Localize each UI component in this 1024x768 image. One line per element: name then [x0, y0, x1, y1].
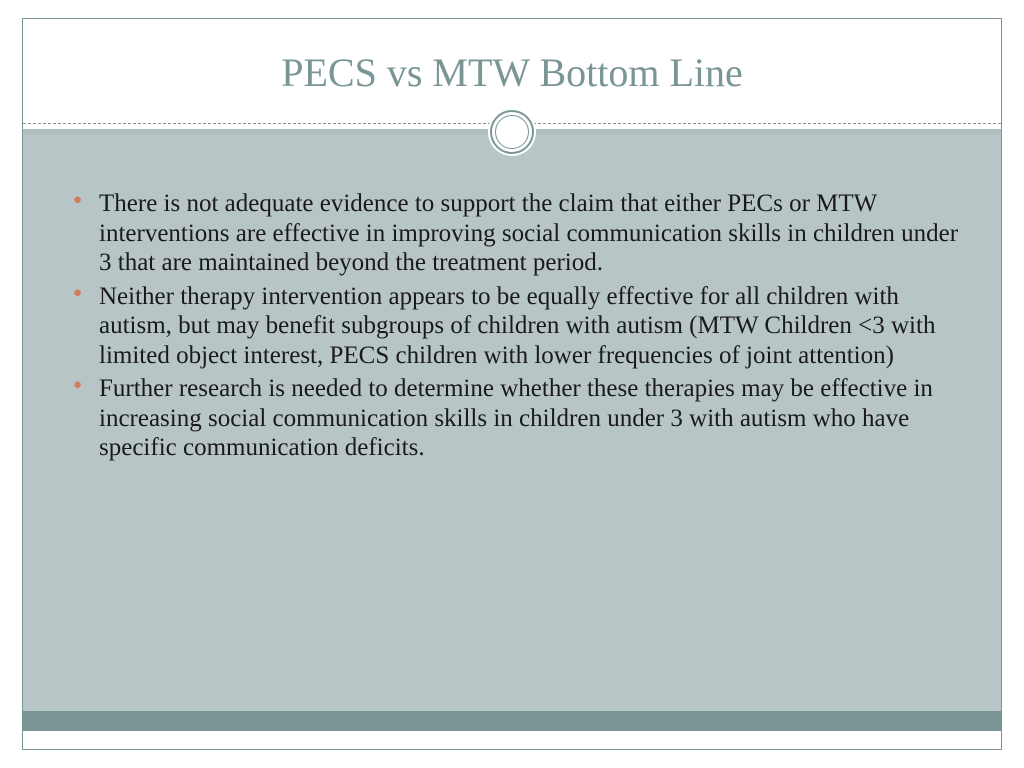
slide-body: There is not adequate evidence to suppor…	[23, 134, 1001, 731]
list-item: There is not adequate evidence to suppor…	[73, 189, 966, 278]
slide-title: PECS vs MTW Bottom Line	[23, 19, 1001, 96]
slide-header: PECS vs MTW Bottom Line	[23, 19, 1001, 134]
list-item: Neither therapy intervention appears to …	[73, 282, 966, 371]
ornament-circle-icon	[488, 108, 536, 156]
slide-container: PECS vs MTW Bottom Line There is not ade…	[22, 18, 1002, 750]
bullet-list: There is not adequate evidence to suppor…	[73, 189, 966, 463]
footer-accent-bar	[23, 711, 1001, 731]
list-item: Further research is needed to determine …	[73, 374, 966, 463]
